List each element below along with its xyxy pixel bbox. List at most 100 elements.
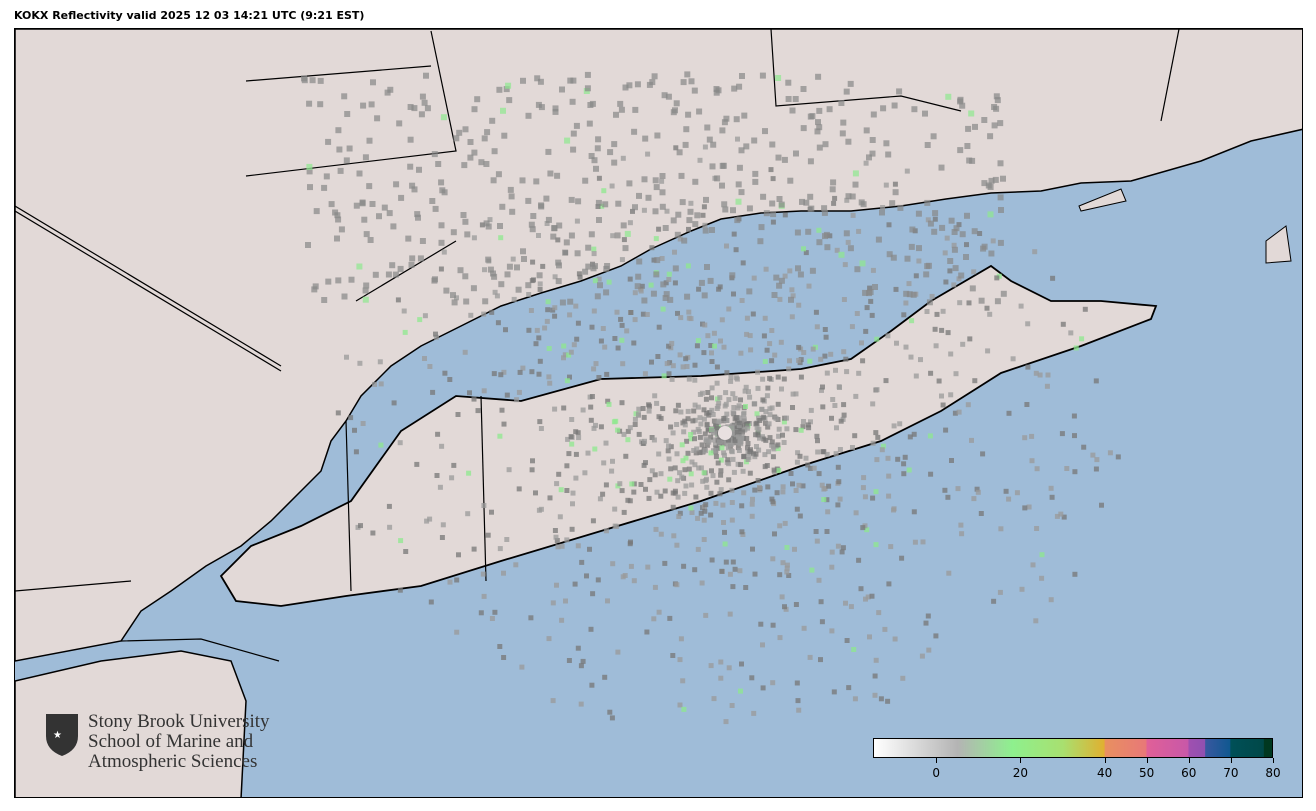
radar-pixel [1090,452,1096,458]
radar-pixel [841,402,847,408]
radar-pixel [761,414,767,420]
radar-pixel [641,176,648,183]
radar-pixel [569,98,576,105]
radar-pixel [348,415,354,421]
radar-pixel [494,293,500,299]
radar-pixel [450,229,457,236]
radar-pixel [306,163,313,170]
radar-pixel [564,488,570,493]
radar-pixel [747,333,753,339]
radar-pixel [939,224,946,231]
radar-pixel [971,496,977,502]
radar-pixel [686,217,693,224]
radar-pixel [861,475,867,481]
radar-pixel [742,388,748,394]
radar-pixel [357,360,363,366]
radar-pixel [407,136,414,143]
radar-pixel [361,216,368,223]
radar-pixel [807,654,813,660]
radar-pixel [715,460,721,466]
radar-pixel [711,430,716,436]
radar-pixel [652,393,658,399]
radar-pixel [793,602,799,607]
radar-pixel [765,385,771,391]
radar-pixel [591,246,597,252]
radar-pixel [730,207,736,214]
radar-pixel [533,178,540,185]
radar-pixel [789,314,795,320]
radar-pixel [892,189,899,196]
radar-pixel [719,127,726,134]
radar-pixel [636,406,642,412]
radar-pixel [847,80,854,87]
radar-pixel [945,93,952,100]
radar-pixel [763,437,769,443]
radar-pixel [788,296,794,303]
radar-pixel [955,486,961,492]
radar-pixel [611,419,617,425]
radar-pixel [752,170,759,177]
radar-pixel [391,400,397,406]
radar-pixel [833,367,838,373]
radar-pixel [481,593,487,599]
radar-pixel [615,200,622,207]
radar-pixel [353,449,359,455]
radar-pixel [793,150,799,157]
radar-pixel [987,211,994,218]
radar-pixel [481,503,487,508]
radar-pixel [533,341,539,347]
radar-pixel [368,101,375,108]
radar-pixel [815,73,822,80]
radar-pixel [545,216,552,223]
radar-pixel [870,495,876,501]
radar-pixel [653,236,659,242]
radar-pixel [779,386,784,392]
radar-pixel [506,263,513,270]
colorbar-tick [1188,758,1190,763]
radar-pixel [590,518,596,524]
radar-pixel [926,299,933,306]
radar-pixel [454,295,459,301]
radar-pixel [634,283,641,290]
radar-pixel [596,175,602,181]
radar-pixel [632,317,638,323]
radar-pixel [739,503,745,509]
radar-pixel [719,317,725,323]
radar-pixel [965,402,971,408]
radar-pixel [654,132,661,139]
radar-pixel [738,189,745,196]
radar-pixel [561,343,567,349]
radar-pixel [803,199,810,206]
radar-pixel [708,512,714,518]
radar-pixel [680,79,687,86]
radar-pixel [683,356,689,362]
logo-line-3: Atmospheric Sciences [88,751,258,772]
radar-pixel [910,291,917,298]
radar-pixel [768,167,774,173]
radar-pixel [739,73,745,79]
reflectivity-colorbar [873,738,1273,758]
radar-pixel [489,616,495,621]
radar-pixel [865,594,871,600]
radar-pixel [632,290,638,296]
radar-pixel [702,431,708,437]
radar-pixel [702,322,708,328]
radar-pixel [957,147,964,154]
radar-pixel [720,162,727,169]
radar-pixel [806,283,812,289]
radar-pixel [834,247,840,253]
radar-pixel [796,482,802,488]
radar-pixel [728,374,734,380]
radar-pixel [799,198,805,205]
radar-pixel [745,445,750,451]
radar-pixel [337,167,344,174]
university-shield-icon: ★ [46,714,78,756]
radar-pixel [837,496,843,502]
radar-pixel [666,443,671,449]
radar-pixel [879,447,885,453]
radar-map[interactable] [14,28,1303,798]
radar-pixel [784,565,790,571]
radar-pixel [613,111,619,118]
radar-pixel [727,611,733,617]
radar-pixel [760,376,766,382]
